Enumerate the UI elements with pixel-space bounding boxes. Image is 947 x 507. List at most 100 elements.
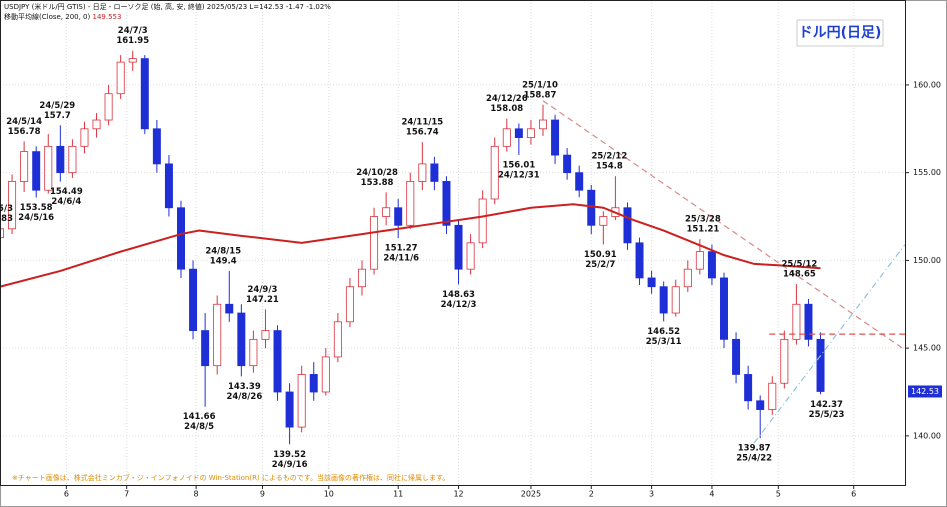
x-tick-label: 11 <box>393 490 403 499</box>
annotation-price: 151.83 <box>0 214 13 224</box>
candle <box>56 125 65 182</box>
annotation-price: 153.88 <box>361 178 394 188</box>
x-tick-label: 10 <box>324 490 334 499</box>
candle-body <box>213 303 222 367</box>
x-tick-label: 2 <box>589 490 594 499</box>
candle <box>152 120 161 173</box>
candle-body <box>695 251 704 270</box>
plot-frame <box>0 0 906 486</box>
candle <box>563 148 572 180</box>
candle <box>502 118 511 152</box>
annotation-price: 151.27 <box>385 244 418 254</box>
candle-body <box>32 151 41 191</box>
candle <box>20 141 29 192</box>
candle-body <box>466 242 475 270</box>
candle <box>309 362 318 401</box>
candle-body <box>321 356 330 393</box>
candle-body <box>297 374 306 428</box>
trend-line <box>542 100 905 351</box>
annotation-price: 149.4 <box>210 256 237 266</box>
candle-body <box>418 163 427 182</box>
candle-body <box>80 128 89 147</box>
candle-body <box>671 286 680 314</box>
annotation-price: 139.87 <box>738 444 771 454</box>
annotation-price: 156.74 <box>406 128 439 138</box>
candle-body <box>261 330 270 340</box>
candle-body <box>1 228 4 238</box>
annotation-price: 156.01 <box>502 160 535 170</box>
y-tick-label: 150.00 <box>913 256 941 265</box>
candle <box>659 281 668 322</box>
ma-last: 149.553 <box>92 13 121 21</box>
candle-body <box>563 154 572 174</box>
candle-body <box>623 207 632 244</box>
candle-body <box>732 338 741 375</box>
candle <box>539 104 547 136</box>
annotation-date: 24/9/16 <box>272 460 308 470</box>
candle-body <box>454 224 463 270</box>
last-price-tag <box>908 385 942 398</box>
candle <box>237 304 246 377</box>
annotation-date: 24/5/29 <box>39 101 75 111</box>
x-tick-label: 6 <box>851 490 856 499</box>
candle <box>804 299 813 347</box>
annotation-price: 150.91 <box>584 250 617 260</box>
annotation-price: 142.37 <box>810 400 843 410</box>
candle-body <box>285 391 294 428</box>
candle <box>333 313 342 363</box>
candle-body <box>333 321 342 358</box>
candle-body <box>56 145 65 174</box>
candle <box>647 270 656 294</box>
candle <box>478 190 487 249</box>
candle-body <box>20 151 29 182</box>
candle-body <box>816 338 825 392</box>
candle-body <box>526 128 535 138</box>
candle <box>8 174 17 235</box>
candle-body <box>756 400 765 410</box>
annotation-price: 148.63 <box>442 290 475 300</box>
annotation-date: 25/1/10 <box>522 80 558 90</box>
x-tick-label: 8 <box>194 490 199 499</box>
candle-body <box>744 374 753 402</box>
candle <box>213 295 222 375</box>
y-tick-label: 140.00 <box>913 431 941 440</box>
candle-body <box>177 207 185 270</box>
annotation-price: 156.78 <box>8 127 41 137</box>
annotation-price: 139.52 <box>273 450 306 460</box>
candle-body <box>237 312 246 367</box>
annotation-date: 24/8/15 <box>205 246 241 256</box>
candle <box>756 395 765 439</box>
candle <box>249 330 258 373</box>
candle-body <box>189 268 198 331</box>
candle <box>321 348 330 396</box>
candle <box>418 142 427 191</box>
candle <box>551 114 560 164</box>
annotation-date: 24/10/28 <box>356 168 398 178</box>
candle-body <box>370 216 379 270</box>
candle-body <box>478 198 487 244</box>
candle <box>297 365 306 433</box>
candle <box>394 198 403 239</box>
candle <box>466 234 475 275</box>
chart-title: ドル円(日足) <box>799 25 882 41</box>
candle-body <box>152 128 161 165</box>
annotation-price: 148.65 <box>783 270 816 280</box>
candle <box>623 202 632 250</box>
candle <box>720 272 728 349</box>
x-tick-label: 3 <box>649 490 654 499</box>
annotation-price: 143.39 <box>228 382 261 392</box>
annotation-date: 24/8/5 <box>184 422 214 432</box>
candle-body <box>575 172 584 191</box>
y-tick-label: 145.00 <box>913 344 941 353</box>
annotation-date: 25/5/12 <box>782 260 818 270</box>
annotation-date: 25/3/11 <box>646 337 682 347</box>
candle <box>599 211 608 245</box>
candle-body <box>225 303 234 314</box>
